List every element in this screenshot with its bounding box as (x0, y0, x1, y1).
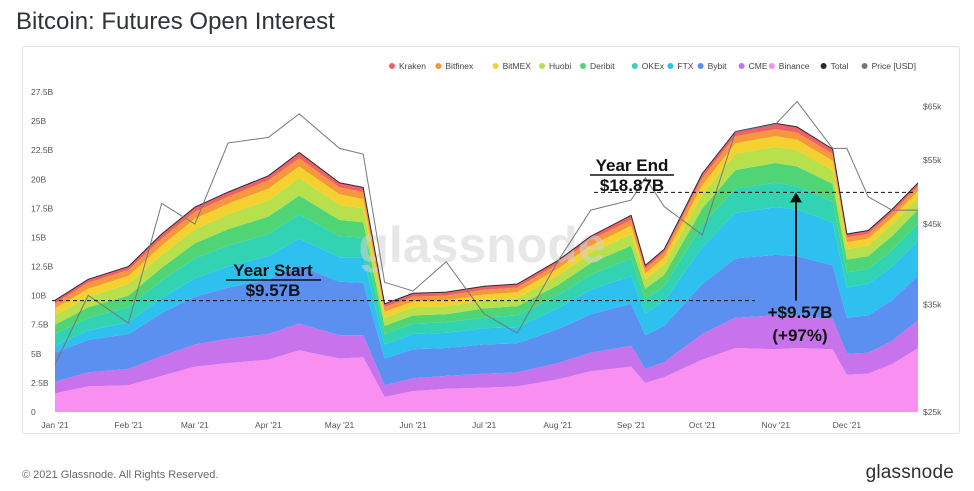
legend-swatch (768, 63, 775, 69)
annotations: Year Start $9.57B Year End $18.87B +$9.5… (226, 156, 832, 345)
legend-item: Bybit (708, 61, 728, 71)
page-title: Bitcoin: Futures Open Interest (16, 8, 335, 35)
legend-swatch (820, 63, 827, 69)
x-tick-label: Mar '21 (181, 420, 209, 430)
y-left-tick-label: 12.5B (31, 262, 54, 272)
x-tick-label: Sep '21 (617, 420, 646, 430)
y-right-tick-label: $45k (923, 219, 942, 229)
y-left-tick-label: 7.5B (31, 320, 49, 330)
legend-swatch (697, 63, 704, 69)
x-tick-label: Oct '21 (689, 420, 716, 430)
y-left-tick-label: 22.5B (31, 145, 54, 155)
legend-item: BitMEX (503, 61, 532, 71)
y-left-tick-label: 27.5B (31, 87, 54, 97)
legend-swatch (667, 63, 674, 69)
legend-swatch (738, 63, 745, 69)
total-line (54, 122, 919, 305)
y-left-tick-label: 0 (31, 407, 36, 417)
x-tick-label: Apr '21 (255, 420, 282, 430)
area-okex (55, 182, 918, 346)
year-start-label: Year Start (233, 261, 313, 280)
legend-item: Huobi (549, 61, 571, 71)
y-right-tick-label: $55k (923, 155, 942, 165)
x-tick-label: May '21 (325, 420, 355, 430)
legend-swatch (492, 63, 499, 69)
x-axis: Jan '21 Feb '21 Mar '21 Apr '21 May '21 Jun '… (41, 420, 861, 430)
change-percent: (+97%) (772, 326, 827, 345)
y-left-tick-label: 17.5B (31, 203, 54, 213)
legend-swatch (861, 63, 868, 69)
legend-swatch (631, 63, 638, 69)
change-arrowhead (790, 192, 802, 203)
year-end-label: Year End (596, 156, 669, 175)
legend-item: Bitfinex (445, 61, 474, 71)
y-axis-right: $25k $35k $45k $55k $65k (923, 101, 942, 417)
x-tick-label: Jun '21 (399, 420, 426, 430)
area-binance (55, 348, 918, 412)
legend-item: Total (831, 61, 849, 71)
series-lines (54, 100, 919, 365)
y-right-tick-label: $65k (923, 101, 942, 111)
x-tick-label: Jan '21 (41, 420, 68, 430)
y-left-tick-label: 5B (31, 349, 42, 359)
x-tick-label: Dec '21 (833, 420, 862, 430)
x-tick-label: Nov '21 (761, 420, 790, 430)
legend-item: CME (749, 61, 768, 71)
area-cme (55, 315, 918, 397)
legend-item: Binance (779, 61, 810, 71)
legend-item: FTX (677, 61, 693, 71)
legend-item: OKEx (642, 61, 665, 71)
y-right-tick-label: $25k (923, 407, 942, 417)
y-left-tick-label: 10B (31, 291, 46, 301)
legend-swatch (389, 63, 395, 69)
y-left-tick-label: 2.5B (31, 378, 49, 388)
legend: Price [USD] Total Binance CME Bybit FTX OKEx De… (389, 61, 916, 71)
y-left-tick-label: 25B (31, 116, 46, 126)
watermark: glassnode (358, 217, 605, 273)
glassnode-logo: glassnode (865, 462, 954, 483)
y-right-tick-label: $35k (923, 299, 942, 309)
legend-item: Price [USD] (872, 61, 916, 71)
y-left-tick-label: 15B (31, 232, 46, 242)
stacked-areas (55, 123, 918, 412)
legend-swatch (435, 63, 442, 69)
copyright: © 2021 Glassnode. All Rights Reserved. (22, 469, 219, 481)
y-left-tick-label: 20B (31, 174, 46, 184)
legend-item: Deribit (590, 61, 615, 71)
change-value: +$9.57B (768, 303, 833, 322)
area-ftx (55, 207, 918, 359)
year-start-value: $9.57B (246, 281, 301, 300)
legend-swatch (539, 63, 545, 69)
reference-lines (52, 191, 916, 302)
x-tick-label: Jul '21 (472, 420, 497, 430)
price-line (54, 100, 918, 365)
x-tick-label: Aug '21 (543, 420, 572, 430)
legend-item: Kraken (399, 61, 426, 71)
year-end-value: $18.87B (600, 176, 664, 195)
area-bybit (55, 254, 918, 386)
x-tick-label: Feb '21 (114, 420, 142, 430)
y-axis-left: 0 2.5B 5B 7.5B 10B 12.5B 15B 17.5B 20B 22.5B 25B 27… (31, 87, 54, 417)
legend-swatch (580, 63, 586, 69)
